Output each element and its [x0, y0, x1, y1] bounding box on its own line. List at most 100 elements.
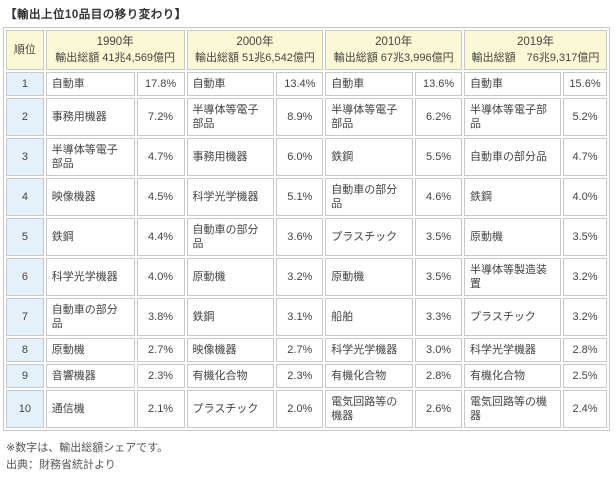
- item-name-cell: 自動車の部分品: [464, 138, 562, 176]
- item-name-cell: 半導体等電子部品: [45, 138, 135, 176]
- item-share-cell: 4.0%: [563, 178, 607, 216]
- item-name-cell: プラスチック: [186, 390, 275, 428]
- rank-cell: 2: [6, 98, 44, 136]
- table-row: 3 半導体等電子部品 4.7% 事務用機器 6.0% 鉄鋼 5.5% 自動車の部分品 4.7%: [6, 138, 607, 176]
- year-total: 輸出総額 51兆6,542億円: [195, 52, 315, 64]
- item-name-cell: 半導体等電子部品: [464, 98, 562, 136]
- footer-source: 出典：財務省統計より: [6, 459, 116, 471]
- item-name-cell: 原動機: [464, 218, 562, 256]
- item-share-cell: 3.0%: [415, 338, 463, 362]
- rank-cell: 9: [6, 364, 44, 388]
- year-label: 2000年: [236, 36, 274, 48]
- item-name-cell: 事務用機器: [45, 98, 135, 136]
- item-name-cell: 自動車の部分品: [45, 298, 135, 336]
- item-share-cell: 2.7%: [136, 338, 185, 362]
- item-share-cell: 3.2%: [563, 298, 607, 336]
- item-share-cell: 8.9%: [276, 98, 324, 136]
- item-share-cell: 5.1%: [276, 178, 324, 216]
- year-label: 2010年: [375, 36, 413, 48]
- item-name-cell: 音響機器: [45, 364, 135, 388]
- item-share-cell: 3.3%: [415, 298, 463, 336]
- item-share-cell: 2.0%: [276, 390, 324, 428]
- item-share-cell: 4.4%: [136, 218, 185, 256]
- header-row: 順位 1990年 輸出総額 41兆4,569億円 2000年 輸出総額 51兆6…: [6, 30, 607, 70]
- item-share-cell: 13.6%: [415, 72, 463, 96]
- table-row: 2 事務用機器 7.2% 半導体等電子部品 8.9% 半導体等電子部品 6.2% 半導体等電子…: [6, 98, 607, 136]
- item-name-cell: 自動車: [325, 72, 414, 96]
- item-share-cell: 2.6%: [415, 390, 463, 428]
- item-share-cell: 5.5%: [415, 138, 463, 176]
- rank-column-header: 順位: [6, 30, 44, 70]
- table-row: 8 原動機 2.7% 映像機器 2.7% 科学光学機器 3.0% 科学光学機器 2.8%: [6, 338, 607, 362]
- item-share-cell: 3.5%: [415, 258, 463, 296]
- item-share-cell: 4.7%: [136, 138, 185, 176]
- rank-cell: 10: [6, 390, 44, 428]
- item-name-cell: 電気回路等の機器: [464, 390, 562, 428]
- year-label: 2019年: [516, 36, 555, 48]
- item-share-cell: 2.3%: [276, 364, 324, 388]
- item-share-cell: 6.0%: [276, 138, 324, 176]
- table-row: 6 科学光学機器 4.0% 原動機 3.2% 原動機 3.5% 半導体等製造装置 3.2%: [6, 258, 607, 296]
- item-name-cell: 映像機器: [186, 338, 275, 362]
- rank-cell: 1: [6, 72, 44, 96]
- item-name-cell: 電気回路等の機器: [325, 390, 414, 428]
- year-header-2000: 2000年 輸出総額 51兆6,542億円: [186, 30, 324, 70]
- item-share-cell: 3.2%: [276, 258, 324, 296]
- item-name-cell: 鉄鋼: [325, 138, 414, 176]
- item-share-cell: 2.5%: [563, 364, 607, 388]
- item-name-cell: 半導体等電子部品: [186, 98, 275, 136]
- item-share-cell: 15.6%: [563, 72, 607, 96]
- table-row: 9 音響機器 2.3% 有機化合物 2.3% 有機化合物 2.8% 有機化合物 2.5%: [6, 364, 607, 388]
- table-row: 7 自動車の部分品 3.8% 鉄鋼 3.1% 船舶 3.3% プラスチック 3.2%: [6, 298, 607, 336]
- item-share-cell: 2.4%: [563, 390, 607, 428]
- item-name-cell: 半導体等製造装置: [464, 258, 562, 296]
- item-share-cell: 4.6%: [415, 178, 463, 216]
- item-name-cell: 船舶: [325, 298, 414, 336]
- item-name-cell: 科学光学機器: [464, 338, 562, 362]
- item-share-cell: 4.7%: [563, 138, 607, 176]
- table-row: 10 通信機 2.1% プラスチック 2.0% 電気回路等の機器 2.6% 電気回路等の機器 2…: [6, 390, 607, 428]
- item-name-cell: 事務用機器: [186, 138, 275, 176]
- item-share-cell: 7.2%: [136, 98, 185, 136]
- item-name-cell: 科学光学機器: [186, 178, 275, 216]
- item-share-cell: 2.8%: [415, 364, 463, 388]
- item-share-cell: 3.1%: [276, 298, 324, 336]
- item-name-cell: 原動機: [45, 338, 135, 362]
- rank-cell: 5: [6, 218, 44, 256]
- item-share-cell: 2.1%: [136, 390, 185, 428]
- item-share-cell: 3.6%: [276, 218, 324, 256]
- item-name-cell: 自動車の部分品: [186, 218, 275, 256]
- item-name-cell: 有機化合物: [464, 364, 562, 388]
- rank-cell: 8: [6, 338, 44, 362]
- item-share-cell: 6.2%: [415, 98, 463, 136]
- item-share-cell: 2.8%: [563, 338, 607, 362]
- item-name-cell: 通信機: [45, 390, 135, 428]
- rank-cell: 3: [6, 138, 44, 176]
- item-name-cell: プラスチック: [464, 298, 562, 336]
- table-row: 4 映像機器 4.5% 科学光学機器 5.1% 自動車の部分品 4.6% 鉄鋼 4.0%: [6, 178, 607, 216]
- item-name-cell: 原動機: [325, 258, 414, 296]
- footer-note: ※数字は、輸出総額シェアです。: [6, 442, 169, 454]
- item-name-cell: 有機化合物: [325, 364, 414, 388]
- item-share-cell: 13.4%: [276, 72, 324, 96]
- year-label: 1990年: [96, 36, 134, 48]
- footer-notes: ※数字は、輸出総額シェアです。 出典：財務省統計より: [3, 440, 613, 474]
- year-header-2019: 2019年 輸出総額 76兆9,317億円: [464, 30, 607, 70]
- item-name-cell: 自動車: [45, 72, 135, 96]
- rank-cell: 7: [6, 298, 44, 336]
- rank-cell: 4: [6, 178, 44, 216]
- item-share-cell: 17.8%: [136, 72, 185, 96]
- item-share-cell: 2.7%: [276, 338, 324, 362]
- table-row: 5 鉄鋼 4.4% 自動車の部分品 3.6% プラスチック 3.5% 原動機 3.5%: [6, 218, 607, 256]
- item-share-cell: 3.5%: [563, 218, 607, 256]
- year-total: 輸出総額 67兆3,996億円: [333, 52, 454, 64]
- table-row: 1 自動車 17.8% 自動車 13.4% 自動車 13.6% 自動車 15.6%: [6, 72, 607, 96]
- item-name-cell: 自動車の部分品: [325, 178, 414, 216]
- item-share-cell: 4.5%: [136, 178, 185, 216]
- export-items-table: 順位 1990年 輸出総額 41兆4,569億円 2000年 輸出総額 51兆6…: [3, 27, 610, 431]
- item-name-cell: 鉄鋼: [464, 178, 562, 216]
- year-header-1990: 1990年 輸出総額 41兆4,569億円: [45, 30, 185, 70]
- item-name-cell: 映像機器: [45, 178, 135, 216]
- table-body: 1 自動車 17.8% 自動車 13.4% 自動車 13.6% 自動車 15.6% 2 事務用機器 7…: [6, 72, 607, 428]
